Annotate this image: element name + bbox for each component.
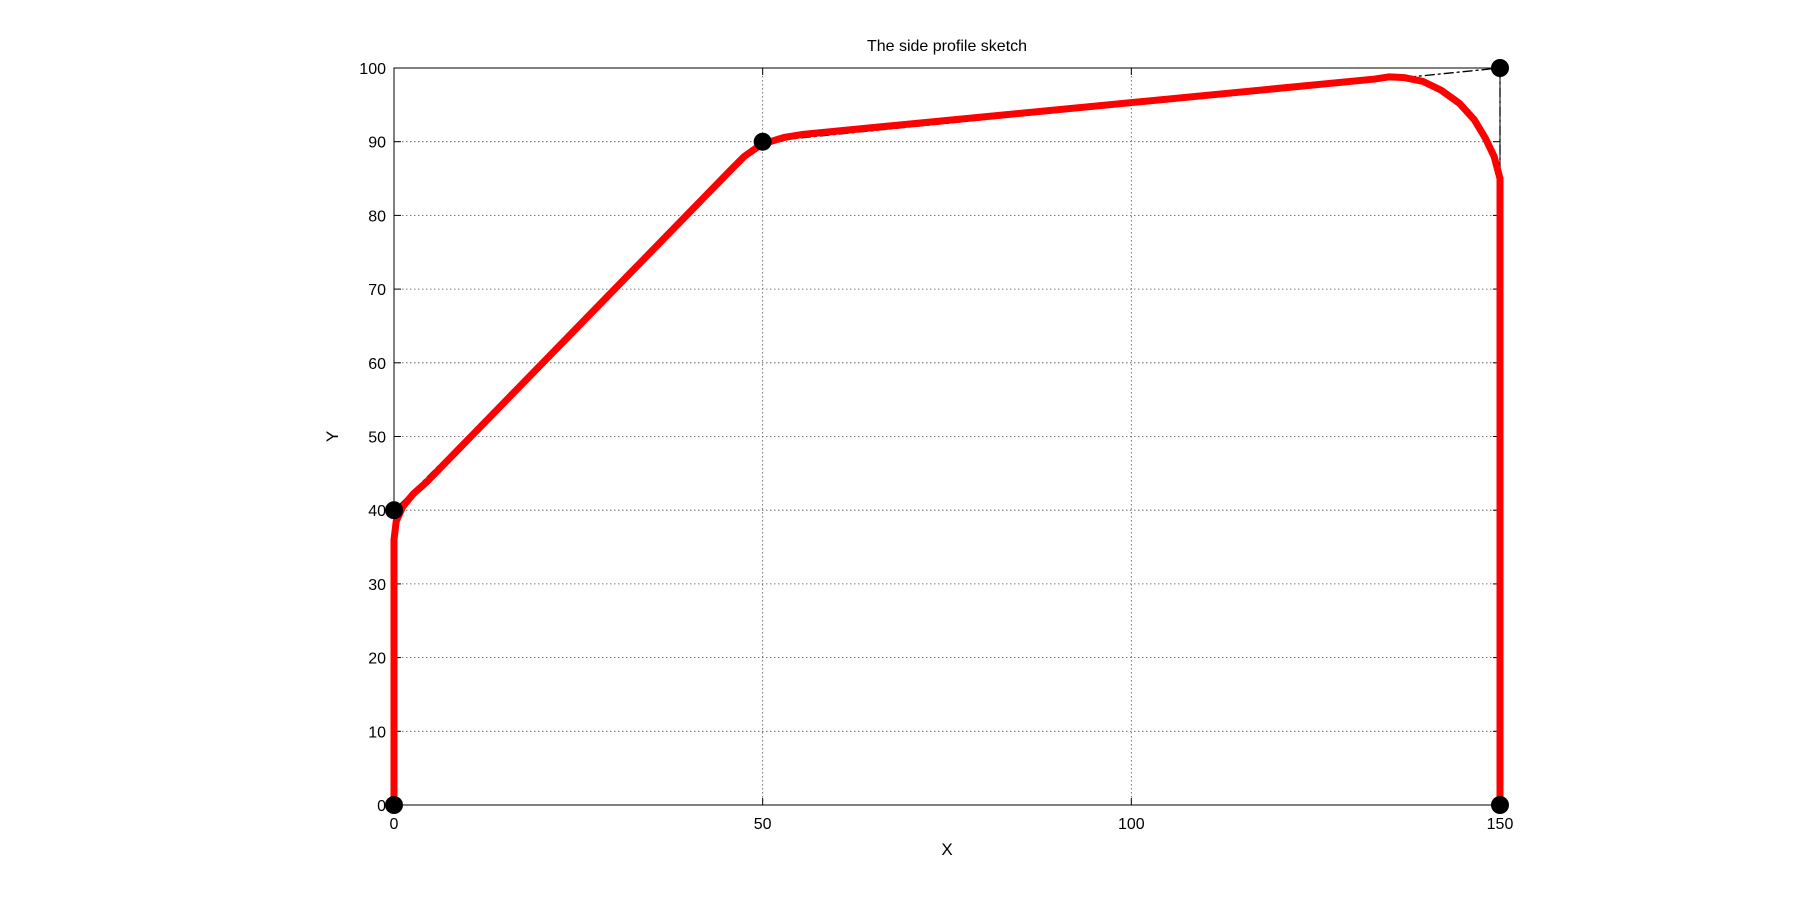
y-tick-label: 0 [377,798,386,815]
control-point-marker [1491,796,1509,814]
control-point-marker [385,501,403,520]
y-tick-label: 80 [368,208,386,225]
control-point-marker [385,796,403,814]
y-tick-label: 100 [359,61,386,78]
tick-layer: 0 50 100 150 0 10 20 30 40 50 60 70 80 90 100 [359,61,1513,833]
x-tick-label: 50 [754,816,772,833]
x-tick-label: 0 [390,816,399,833]
y-tick-label: 20 [368,651,386,668]
x-axis-title: X [941,840,952,859]
y-tick-label: 30 [368,577,386,594]
y-tick-label: 40 [368,503,386,520]
x-tick-label: 150 [1487,816,1514,833]
control-point-marker [753,132,772,151]
control-point-marker [1491,59,1509,77]
profile-line [390,73,1504,809]
y-tick-label: 60 [368,356,386,373]
y-tick-label: 50 [368,430,386,447]
y-tick-label: 10 [368,724,386,741]
y-tick-label: 90 [368,135,386,152]
y-axis-title: Y [323,431,342,442]
grid-layer [393,67,1501,806]
y-tick-label: 70 [368,282,386,299]
x-tick-label: 100 [1118,816,1145,833]
series-layer [385,59,1509,814]
chart-title: The side profile sketch [867,38,1027,55]
